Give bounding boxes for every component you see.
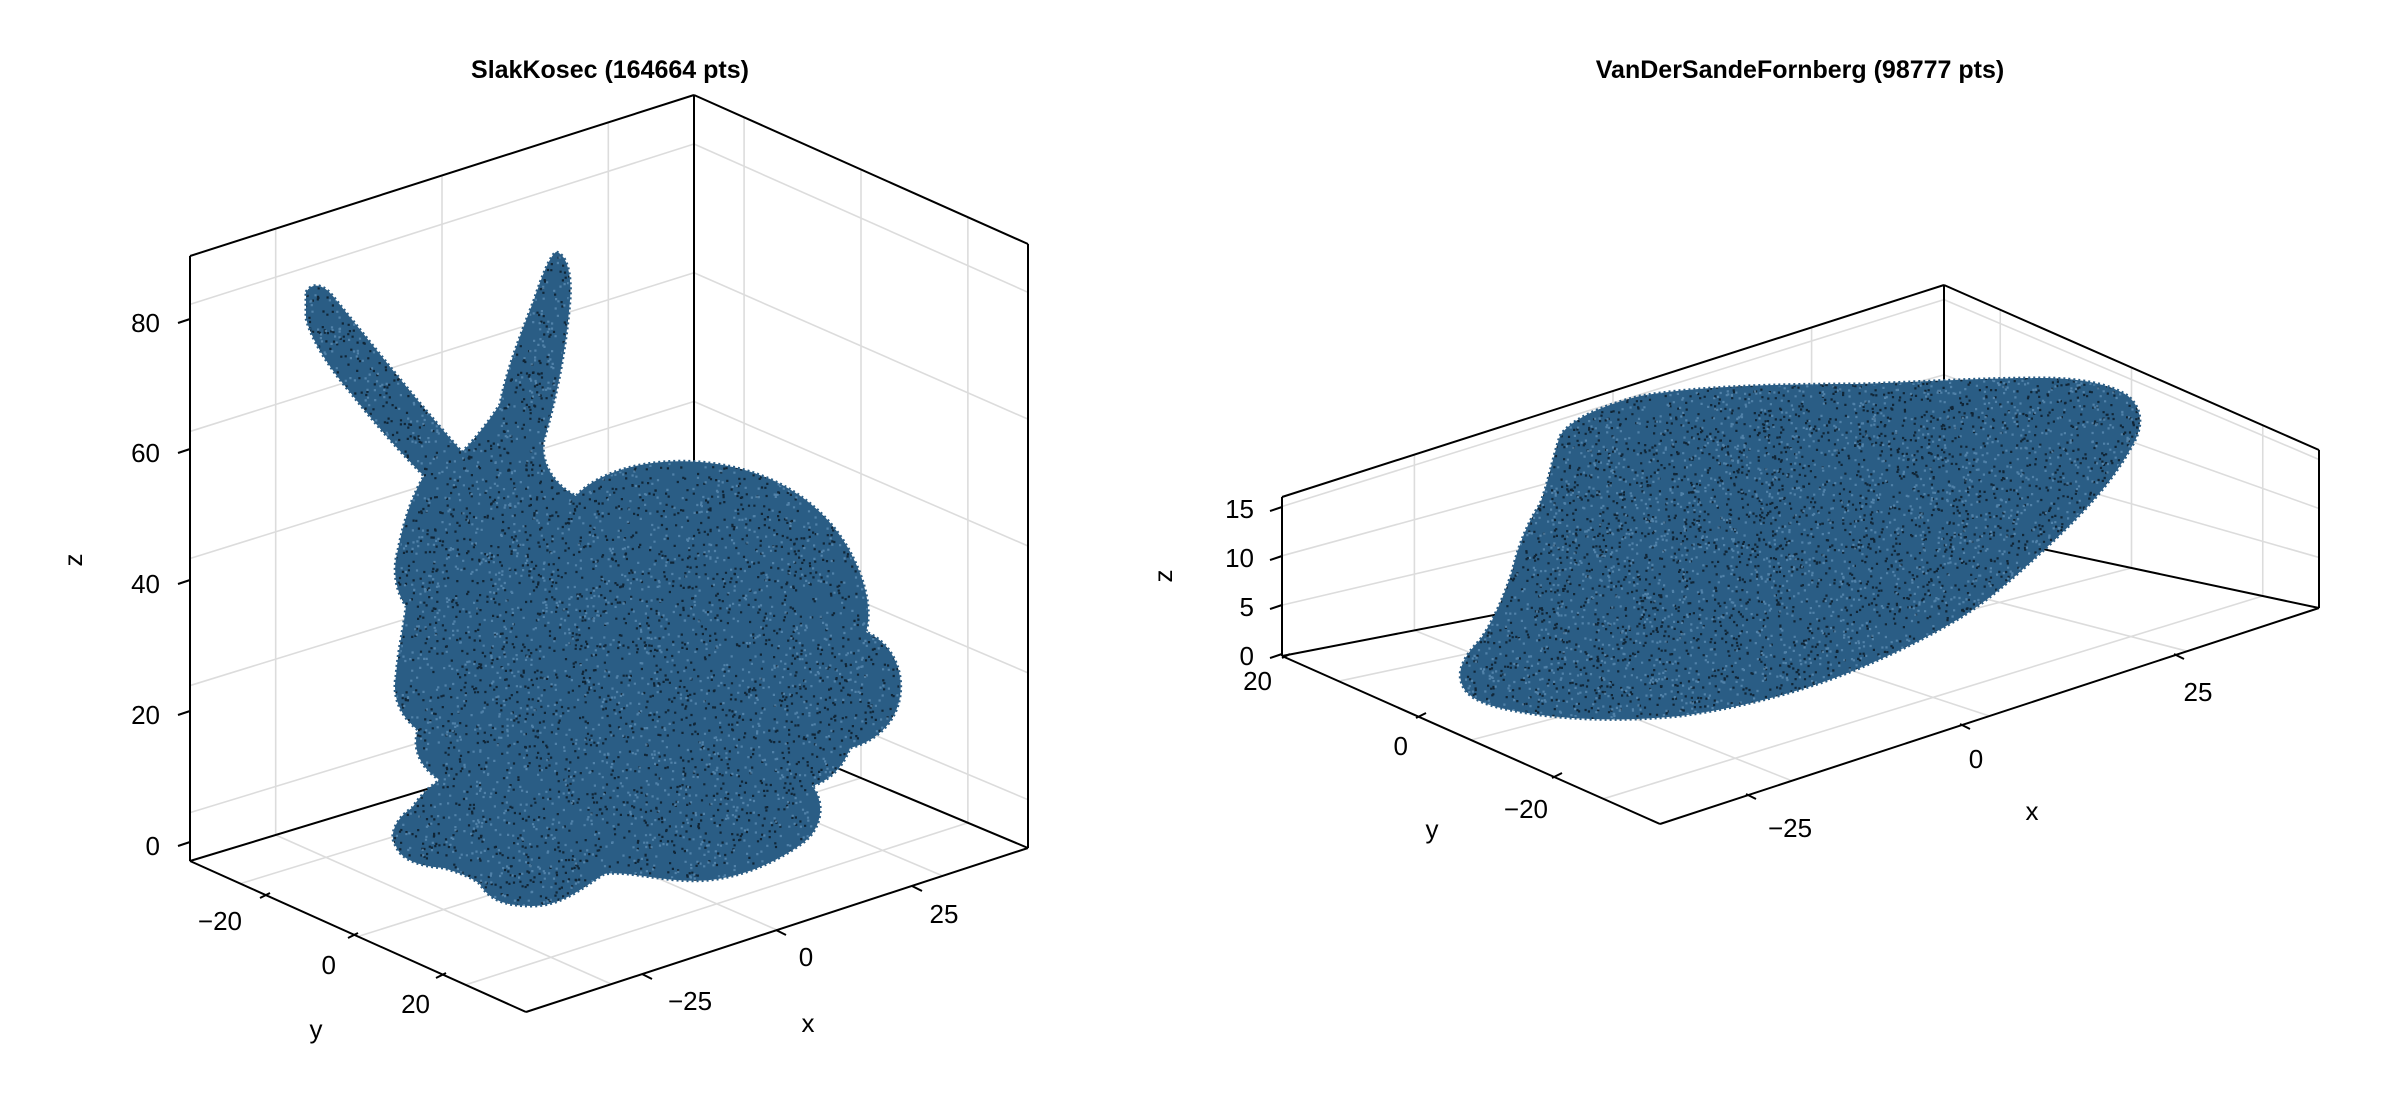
- z-axis-label: z: [58, 554, 88, 567]
- z-axis-label: z: [1148, 570, 1178, 583]
- x-axis: −25 0 25 x: [641, 885, 959, 1038]
- y-axis: 20 0 −20 y: [1243, 653, 1563, 844]
- z-axis: 0 20 40 60 80 z: [58, 308, 191, 861]
- plot-title: SlakKosec (164664 pts): [471, 56, 749, 84]
- plot-slakkosec: SlakKosec (164664 pts) 0 20 40 60 80: [58, 56, 1029, 1044]
- z-tick-label: 15: [1225, 494, 1254, 524]
- y-axis-label: y: [310, 1014, 323, 1044]
- point-markers: [1460, 378, 2140, 720]
- z-tick-label: 5: [1240, 592, 1254, 622]
- y-tick-label: 0: [1394, 731, 1408, 761]
- y-tick-label: 20: [401, 989, 430, 1019]
- x-axis-label: x: [802, 1008, 815, 1038]
- plot-vandersandefornberg: VanDerSandeFornberg (98777 pts) 0 5 10 1…: [1148, 56, 2320, 844]
- x-tick-label: 25: [2184, 677, 2213, 707]
- z-tick-label: 80: [131, 308, 160, 338]
- z-tick-label: 10: [1225, 543, 1254, 573]
- z-axis: 0 5 10 15 z: [1148, 494, 1283, 671]
- x-tick-label: −25: [668, 986, 712, 1016]
- y-axis: −20 0 20 y: [198, 892, 447, 1044]
- z-tick-label: 20: [131, 700, 160, 730]
- z-tick-label: 0: [1240, 641, 1254, 671]
- z-tick-label: 60: [131, 438, 160, 468]
- y-tick-label: 20: [1243, 666, 1272, 696]
- z-tick-label: 0: [146, 831, 160, 861]
- x-tick-label: 0: [1969, 744, 1983, 774]
- y-tick-label: −20: [1504, 794, 1548, 824]
- z-tick-label: 40: [131, 569, 160, 599]
- x-tick-label: 25: [930, 899, 959, 929]
- x-axis-label: x: [2026, 796, 2039, 826]
- x-tick-label: −25: [1768, 813, 1812, 843]
- point-cloud: [304, 250, 903, 908]
- axis-frame: [1281, 284, 2320, 825]
- x-axis: −25 0 25 x: [1745, 653, 2213, 843]
- point-markers: [306, 252, 901, 906]
- y-tick-label: 0: [322, 950, 336, 980]
- x-tick-label: 0: [799, 942, 813, 972]
- point-cloud: [1458, 376, 2142, 721]
- y-axis-label: y: [1426, 814, 1439, 844]
- plot-title: VanDerSandeFornberg (98777 pts): [1596, 56, 2004, 84]
- y-tick-label: −20: [198, 906, 242, 936]
